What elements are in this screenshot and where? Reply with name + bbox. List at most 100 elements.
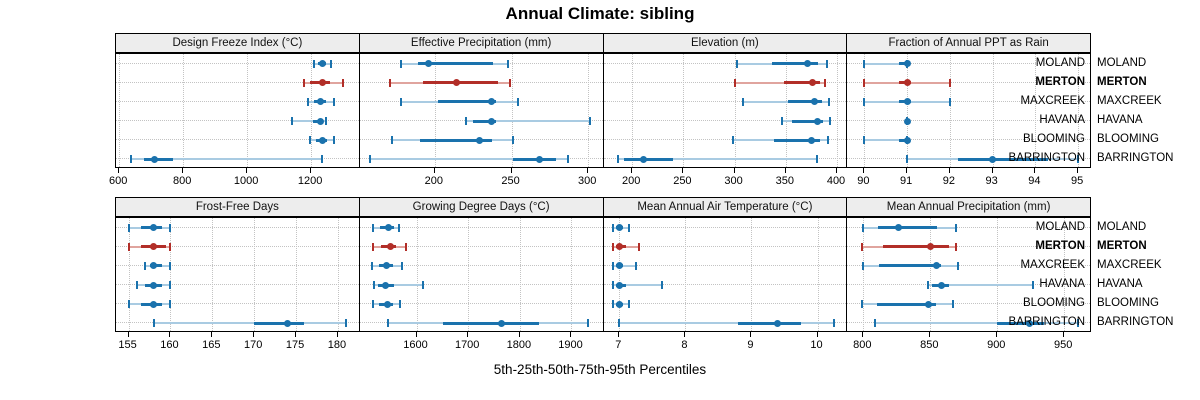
axis-tick-label: 94 [1028, 175, 1041, 187]
whisker-cap [735, 59, 738, 68]
whisker-5th-95th [864, 139, 908, 142]
median-dot [615, 243, 623, 251]
gridline-vertical [254, 218, 256, 331]
median-dot [382, 281, 390, 289]
median-dot [903, 136, 911, 144]
gridline-horizontal [116, 81, 359, 83]
whisker-cap [332, 136, 335, 145]
whisker-cap [863, 78, 866, 87]
gridline-vertical [817, 218, 819, 331]
whisker-cap [954, 242, 957, 251]
whisker-cap [948, 78, 951, 87]
gridline-vertical [992, 54, 994, 167]
whisker-cap [954, 223, 957, 232]
gridline-vertical [751, 218, 753, 331]
median-dot [925, 300, 933, 308]
gridline-vertical [949, 54, 951, 167]
median-dot [425, 60, 433, 68]
site-label-right-maxcreek: MAXCREEK [1097, 94, 1162, 107]
axis-tick-label: 8 [681, 339, 688, 351]
median-dot [535, 155, 543, 163]
axis-tick-label: 10 [810, 339, 823, 351]
whisker-cap [874, 319, 877, 328]
gridline-horizontal [359, 303, 603, 305]
whisker-cap [130, 155, 133, 164]
panel-strip-label: Growing Degree Days (°C) [412, 201, 550, 213]
whisker-cap [329, 59, 332, 68]
axis-tick [816, 332, 818, 337]
whisker-cap [860, 300, 863, 309]
gridline-vertical [183, 54, 185, 167]
axis-tick [1077, 168, 1079, 173]
median-dot [316, 117, 324, 125]
gridline-horizontal [603, 303, 847, 305]
site-label-maxcreek: MAXCREEK [1020, 94, 1085, 107]
panel-strip-frost-free-days: Frost-Free Days [115, 197, 360, 217]
axis-tick-label: 1900 [558, 339, 583, 351]
whisker-cap [948, 97, 951, 106]
panel-strip-mean-annual-air-temperature-c: Mean Annual Air Temperature (°C) [602, 197, 848, 217]
bar-25th-75th [958, 157, 1049, 161]
whisker-cap [638, 242, 641, 251]
panel-strip-label: Elevation (m) [691, 37, 759, 49]
gridline-vertical [1035, 54, 1037, 167]
axis-tick [169, 332, 171, 337]
gridline-horizontal [603, 120, 847, 122]
axis-tick [948, 168, 950, 173]
gridline-horizontal [847, 264, 1090, 266]
axis-tick-label: 800 [853, 339, 872, 351]
median-dot [933, 262, 941, 270]
gridline-vertical [997, 218, 999, 331]
gridline-vertical [837, 54, 838, 167]
whisker-cap [863, 97, 866, 106]
whisker-cap [661, 281, 664, 290]
median-dot [774, 319, 782, 327]
whisker-cap [952, 300, 955, 309]
bar-25th-75th [437, 100, 497, 104]
gridline-vertical [212, 218, 214, 331]
bar-25th-75th [772, 62, 818, 66]
median-dot [639, 155, 647, 163]
axis-tick-label: 200 [621, 175, 641, 187]
median-dot [926, 243, 934, 251]
median-dot [615, 300, 623, 308]
site-label-right-maxcreek: MAXCREEK [1097, 258, 1162, 271]
bar-25th-75th [783, 81, 820, 85]
gridline-horizontal [359, 284, 603, 286]
panel-fraction-of-annual-ppt-as-rain [846, 53, 1091, 168]
whisker-cap [421, 281, 424, 290]
median-dot [615, 281, 623, 289]
axis-tick-label: 95 [1071, 175, 1084, 187]
axis-tick-label: 850 [920, 339, 939, 351]
axis-tick [570, 332, 572, 337]
axis-tick [295, 332, 297, 337]
site-label-right-blooming: BLOOMING [1097, 133, 1159, 146]
gridline-horizontal [603, 264, 847, 266]
whisker-5th-95th [864, 62, 908, 65]
axis-tick [862, 332, 864, 337]
whisker-cap [863, 59, 866, 68]
axis-tick-label: 800 [172, 175, 192, 187]
whisker-cap [371, 300, 374, 309]
whisker-cap [611, 223, 614, 232]
median-dot [475, 136, 483, 144]
median-dot [318, 60, 326, 68]
whisker-cap [290, 117, 293, 126]
bar-25th-75th [879, 264, 941, 268]
axis-tick [836, 168, 837, 173]
site-label-barrington: BARRINGTON [1008, 316, 1085, 329]
axis-tick [253, 332, 255, 337]
whisker-cap [169, 242, 172, 251]
axis-tick [906, 168, 908, 173]
axis-tick [863, 168, 865, 173]
whisker-cap [390, 136, 393, 145]
whisker-cap [372, 242, 375, 251]
axis-tick [996, 332, 998, 337]
axis-tick [510, 168, 512, 173]
whisker-cap [741, 97, 744, 106]
whisker-cap [512, 136, 515, 145]
bar-25th-75th [623, 157, 674, 161]
median-dot [452, 79, 460, 87]
whisker-cap [567, 155, 570, 164]
whisker-cap [611, 261, 614, 270]
